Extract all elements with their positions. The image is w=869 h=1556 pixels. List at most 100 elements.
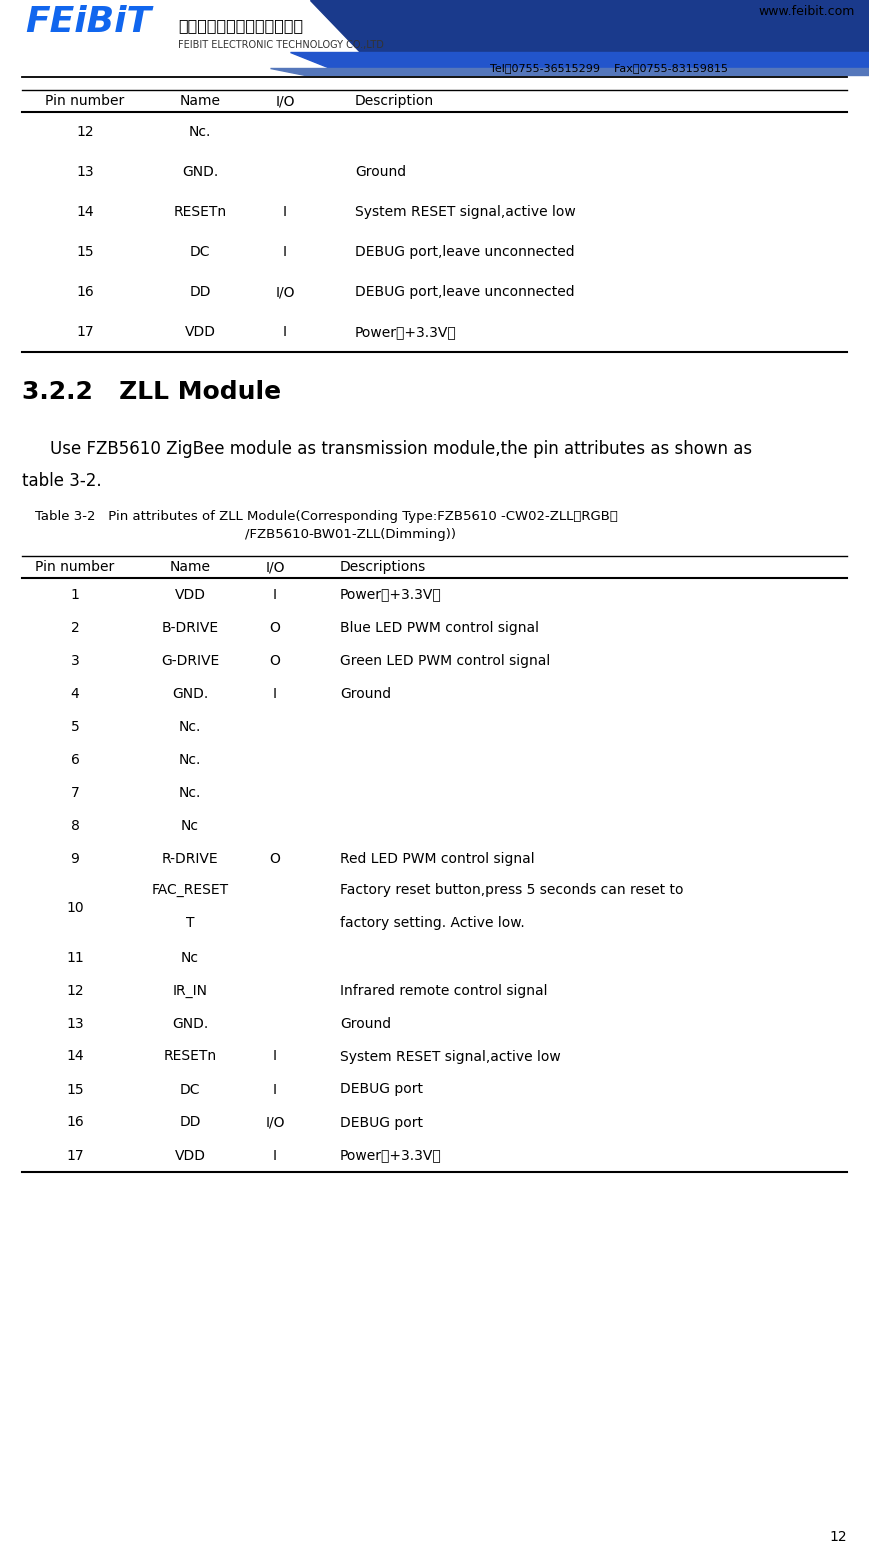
Text: G-DRIVE: G-DRIVE: [161, 654, 219, 668]
Text: DC: DC: [189, 244, 210, 258]
Text: I: I: [283, 325, 287, 339]
Text: 12: 12: [829, 1530, 847, 1544]
Text: GND.: GND.: [172, 686, 208, 700]
Text: Power（+3.3V）: Power（+3.3V）: [355, 325, 457, 339]
Text: Use FZB5610 ZigBee module as transmission module,the pin attributes as shown as: Use FZB5610 ZigBee module as transmissio…: [50, 440, 753, 457]
Text: Name: Name: [169, 560, 210, 574]
Text: 8: 8: [70, 818, 79, 832]
Text: 13: 13: [76, 165, 94, 179]
Text: table 3-2.: table 3-2.: [22, 471, 102, 490]
Text: Pin number: Pin number: [36, 560, 115, 574]
Text: Nc: Nc: [181, 951, 199, 965]
Text: O: O: [269, 621, 281, 635]
Text: 2: 2: [70, 621, 79, 635]
Text: DD: DD: [189, 285, 211, 299]
Text: 13: 13: [66, 1016, 83, 1030]
Text: I: I: [273, 686, 277, 700]
Text: I/O: I/O: [275, 285, 295, 299]
Text: RESETn: RESETn: [174, 205, 227, 219]
Text: R-DRIVE: R-DRIVE: [162, 851, 218, 865]
Text: Blue LED PWM control signal: Blue LED PWM control signal: [340, 621, 539, 635]
Text: System RESET signal,active low: System RESET signal,active low: [340, 1049, 561, 1063]
Text: Nc.: Nc.: [179, 786, 202, 800]
Text: I/O: I/O: [265, 1116, 285, 1130]
Text: www.feibit.com: www.feibit.com: [759, 5, 855, 19]
Text: 6: 6: [70, 753, 79, 767]
Text: Infrared remote control signal: Infrared remote control signal: [340, 983, 547, 997]
Polygon shape: [290, 51, 869, 68]
Text: Factory reset button,press 5 seconds can reset to: Factory reset button,press 5 seconds can…: [340, 882, 684, 896]
Text: RESETn: RESETn: [163, 1049, 216, 1063]
Text: I: I: [273, 1148, 277, 1162]
Text: I/O: I/O: [275, 93, 295, 107]
Text: Power（+3.3V）: Power（+3.3V）: [340, 1148, 441, 1162]
Text: 深圳市飞比电子科技有限公司: 深圳市飞比电子科技有限公司: [178, 19, 303, 33]
Text: 17: 17: [66, 1148, 83, 1162]
Text: VDD: VDD: [184, 325, 216, 339]
Text: IR_IN: IR_IN: [173, 983, 208, 997]
Text: DEBUG port,leave unconnected: DEBUG port,leave unconnected: [355, 244, 574, 258]
Text: 16: 16: [66, 1116, 84, 1130]
Text: DC: DC: [180, 1083, 200, 1097]
Text: 3.2.2   ZLL Module: 3.2.2 ZLL Module: [22, 380, 282, 405]
Text: 15: 15: [76, 244, 94, 258]
Text: Power（+3.3V）: Power（+3.3V）: [340, 588, 441, 602]
Text: Descriptions: Descriptions: [340, 560, 427, 574]
Text: System RESET signal,active low: System RESET signal,active low: [355, 205, 576, 219]
Text: DEBUG port,leave unconnected: DEBUG port,leave unconnected: [355, 285, 574, 299]
Text: 12: 12: [76, 124, 94, 138]
Text: 17: 17: [76, 325, 94, 339]
Text: 15: 15: [66, 1083, 83, 1097]
Text: Name: Name: [180, 93, 221, 107]
Text: 12: 12: [66, 983, 83, 997]
Text: Tel：0755-36515299    Fax：0755-83159815: Tel：0755-36515299 Fax：0755-83159815: [490, 62, 728, 73]
Text: I: I: [283, 205, 287, 219]
Text: I: I: [273, 1083, 277, 1097]
Text: 1: 1: [70, 588, 79, 602]
Text: 9: 9: [70, 851, 79, 865]
Text: 16: 16: [76, 285, 94, 299]
Text: 11: 11: [66, 951, 84, 965]
Text: /FZB5610-BW01-ZLL(Dimming)): /FZB5610-BW01-ZLL(Dimming)): [245, 527, 456, 541]
Text: O: O: [269, 654, 281, 668]
Text: VDD: VDD: [175, 588, 205, 602]
Text: FEIBIT ELECTRONIC TECHNOLOGY CO.,LTD: FEIBIT ELECTRONIC TECHNOLOGY CO.,LTD: [178, 40, 384, 50]
Text: Nc.: Nc.: [189, 124, 211, 138]
Text: Ground: Ground: [355, 165, 406, 179]
Text: I/O: I/O: [265, 560, 285, 574]
Text: DEBUG port: DEBUG port: [340, 1083, 423, 1097]
Bar: [0, 0, 869, 75]
Text: Ground: Ground: [340, 1016, 391, 1030]
Text: I: I: [283, 244, 287, 258]
Text: 14: 14: [76, 205, 94, 219]
Text: 10: 10: [66, 901, 83, 915]
Text: Nc.: Nc.: [179, 719, 202, 733]
Polygon shape: [310, 0, 869, 51]
Text: GND.: GND.: [172, 1016, 208, 1030]
Text: B-DRIVE: B-DRIVE: [162, 621, 219, 635]
Text: FEiBiT: FEiBiT: [25, 5, 151, 39]
Text: Green LED PWM control signal: Green LED PWM control signal: [340, 654, 550, 668]
Text: FAC_RESET: FAC_RESET: [151, 882, 229, 896]
Polygon shape: [270, 68, 869, 75]
Text: 7: 7: [70, 786, 79, 800]
Text: GND.: GND.: [182, 165, 218, 179]
Text: Nc.: Nc.: [179, 753, 202, 767]
Text: 5: 5: [70, 719, 79, 733]
Text: Description: Description: [355, 93, 434, 107]
Text: T: T: [186, 916, 195, 930]
Text: Red LED PWM control signal: Red LED PWM control signal: [340, 851, 534, 865]
Text: I: I: [273, 588, 277, 602]
Text: Pin number: Pin number: [45, 93, 124, 107]
Text: O: O: [269, 851, 281, 865]
Text: 14: 14: [66, 1049, 83, 1063]
Text: 3: 3: [70, 654, 79, 668]
Text: 4: 4: [70, 686, 79, 700]
Text: DEBUG port: DEBUG port: [340, 1116, 423, 1130]
Text: VDD: VDD: [175, 1148, 205, 1162]
Text: Nc: Nc: [181, 818, 199, 832]
Text: Ground: Ground: [340, 686, 391, 700]
Text: I: I: [273, 1049, 277, 1063]
Text: factory setting. Active low.: factory setting. Active low.: [340, 916, 525, 930]
Text: DD: DD: [179, 1116, 201, 1130]
